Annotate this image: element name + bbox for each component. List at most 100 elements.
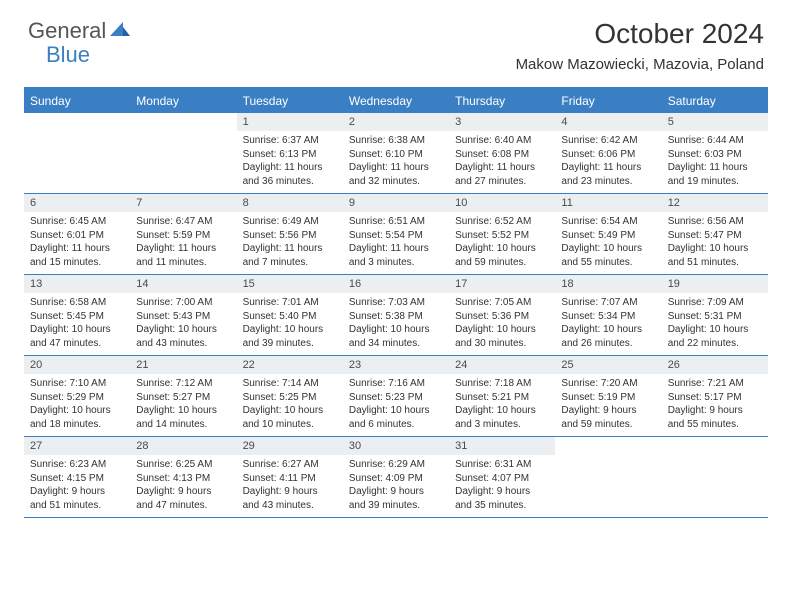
day-number: 7	[130, 194, 236, 212]
day-number: 4	[555, 113, 661, 131]
day-body: Sunrise: 6:52 AMSunset: 5:52 PMDaylight:…	[449, 212, 555, 274]
day-cell: 8Sunrise: 6:49 AMSunset: 5:56 PMDaylight…	[237, 194, 343, 274]
day-number: 23	[343, 356, 449, 374]
daylight-text: Daylight: 10 hours and 22 minutes.	[668, 323, 762, 350]
sunrise-text: Sunrise: 6:49 AM	[243, 215, 337, 229]
sunset-text: Sunset: 5:25 PM	[243, 391, 337, 405]
day-cell	[24, 113, 130, 193]
weekday-header: Tuesday	[237, 89, 343, 113]
day-number: 31	[449, 437, 555, 455]
day-cell	[130, 113, 236, 193]
sunrise-text: Sunrise: 6:45 AM	[30, 215, 124, 229]
sunrise-text: Sunrise: 7:07 AM	[561, 296, 655, 310]
sunset-text: Sunset: 5:56 PM	[243, 229, 337, 243]
sunrise-text: Sunrise: 6:23 AM	[30, 458, 124, 472]
daylight-text: Daylight: 9 hours and 35 minutes.	[455, 485, 549, 512]
weekday-header: Thursday	[449, 89, 555, 113]
weekday-header: Monday	[130, 89, 236, 113]
day-body: Sunrise: 6:38 AMSunset: 6:10 PMDaylight:…	[343, 131, 449, 193]
sunset-text: Sunset: 4:09 PM	[349, 472, 443, 486]
day-body: Sunrise: 7:10 AMSunset: 5:29 PMDaylight:…	[24, 374, 130, 436]
daylight-text: Daylight: 10 hours and 18 minutes.	[30, 404, 124, 431]
location-label: Makow Mazowiecki, Mazovia, Poland	[516, 56, 764, 73]
weekday-header: Wednesday	[343, 89, 449, 113]
day-body: Sunrise: 6:47 AMSunset: 5:59 PMDaylight:…	[130, 212, 236, 274]
day-cell: 26Sunrise: 7:21 AMSunset: 5:17 PMDayligh…	[662, 356, 768, 436]
daylight-text: Daylight: 11 hours and 23 minutes.	[561, 161, 655, 188]
sunset-text: Sunset: 5:59 PM	[136, 229, 230, 243]
sunset-text: Sunset: 5:45 PM	[30, 310, 124, 324]
sunrise-text: Sunrise: 6:56 AM	[668, 215, 762, 229]
day-cell: 1Sunrise: 6:37 AMSunset: 6:13 PMDaylight…	[237, 113, 343, 193]
day-body: Sunrise: 6:42 AMSunset: 6:06 PMDaylight:…	[555, 131, 661, 193]
day-number: 5	[662, 113, 768, 131]
day-cell: 22Sunrise: 7:14 AMSunset: 5:25 PMDayligh…	[237, 356, 343, 436]
sunrise-text: Sunrise: 6:38 AM	[349, 134, 443, 148]
sunrise-text: Sunrise: 6:29 AM	[349, 458, 443, 472]
day-cell	[662, 437, 768, 517]
daylight-text: Daylight: 9 hours and 51 minutes.	[30, 485, 124, 512]
day-body: Sunrise: 7:14 AMSunset: 5:25 PMDaylight:…	[237, 374, 343, 436]
day-body: Sunrise: 7:09 AMSunset: 5:31 PMDaylight:…	[662, 293, 768, 355]
sunrise-text: Sunrise: 6:25 AM	[136, 458, 230, 472]
daylight-text: Daylight: 10 hours and 26 minutes.	[561, 323, 655, 350]
weekday-header: Friday	[555, 89, 661, 113]
day-cell: 31Sunrise: 6:31 AMSunset: 4:07 PMDayligh…	[449, 437, 555, 517]
day-body: Sunrise: 6:49 AMSunset: 5:56 PMDaylight:…	[237, 212, 343, 274]
sunrise-text: Sunrise: 7:10 AM	[30, 377, 124, 391]
sunrise-text: Sunrise: 7:21 AM	[668, 377, 762, 391]
sunset-text: Sunset: 5:54 PM	[349, 229, 443, 243]
title-block: October 2024 Makow Mazowiecki, Mazovia, …	[516, 18, 764, 73]
week-row: 6Sunrise: 6:45 AMSunset: 6:01 PMDaylight…	[24, 194, 768, 275]
sunrise-text: Sunrise: 7:12 AM	[136, 377, 230, 391]
sunrise-text: Sunrise: 6:51 AM	[349, 215, 443, 229]
sunrise-text: Sunrise: 7:01 AM	[243, 296, 337, 310]
sunrise-text: Sunrise: 6:54 AM	[561, 215, 655, 229]
header: General Blue October 2024 Makow Mazowiec…	[0, 0, 792, 77]
logo: General Blue	[28, 18, 130, 44]
daylight-text: Daylight: 10 hours and 43 minutes.	[136, 323, 230, 350]
sunset-text: Sunset: 4:15 PM	[30, 472, 124, 486]
day-body: Sunrise: 6:58 AMSunset: 5:45 PMDaylight:…	[24, 293, 130, 355]
sunrise-text: Sunrise: 6:44 AM	[668, 134, 762, 148]
logo-text-general: General	[28, 18, 106, 44]
day-body: Sunrise: 6:37 AMSunset: 6:13 PMDaylight:…	[237, 131, 343, 193]
week-row: 13Sunrise: 6:58 AMSunset: 5:45 PMDayligh…	[24, 275, 768, 356]
day-number: 15	[237, 275, 343, 293]
day-number: 11	[555, 194, 661, 212]
day-cell: 2Sunrise: 6:38 AMSunset: 6:10 PMDaylight…	[343, 113, 449, 193]
day-number: 17	[449, 275, 555, 293]
day-body: Sunrise: 7:12 AMSunset: 5:27 PMDaylight:…	[130, 374, 236, 436]
logo-text-blue: Blue	[46, 42, 90, 68]
day-body: Sunrise: 6:51 AMSunset: 5:54 PMDaylight:…	[343, 212, 449, 274]
daylight-text: Daylight: 10 hours and 10 minutes.	[243, 404, 337, 431]
day-body: Sunrise: 7:07 AMSunset: 5:34 PMDaylight:…	[555, 293, 661, 355]
day-number: 14	[130, 275, 236, 293]
day-cell: 11Sunrise: 6:54 AMSunset: 5:49 PMDayligh…	[555, 194, 661, 274]
day-body: Sunrise: 6:45 AMSunset: 6:01 PMDaylight:…	[24, 212, 130, 274]
month-title: October 2024	[516, 18, 764, 50]
day-body: Sunrise: 6:40 AMSunset: 6:08 PMDaylight:…	[449, 131, 555, 193]
day-number: 25	[555, 356, 661, 374]
day-cell: 15Sunrise: 7:01 AMSunset: 5:40 PMDayligh…	[237, 275, 343, 355]
sunset-text: Sunset: 6:08 PM	[455, 148, 549, 162]
sunset-text: Sunset: 6:13 PM	[243, 148, 337, 162]
daylight-text: Daylight: 11 hours and 7 minutes.	[243, 242, 337, 269]
sunset-text: Sunset: 4:13 PM	[136, 472, 230, 486]
logo-triangle-icon	[110, 20, 130, 41]
day-number: 10	[449, 194, 555, 212]
day-body: Sunrise: 7:20 AMSunset: 5:19 PMDaylight:…	[555, 374, 661, 436]
week-row: 20Sunrise: 7:10 AMSunset: 5:29 PMDayligh…	[24, 356, 768, 437]
day-body: Sunrise: 7:18 AMSunset: 5:21 PMDaylight:…	[449, 374, 555, 436]
daylight-text: Daylight: 11 hours and 15 minutes.	[30, 242, 124, 269]
sunrise-text: Sunrise: 6:40 AM	[455, 134, 549, 148]
day-body: Sunrise: 7:00 AMSunset: 5:43 PMDaylight:…	[130, 293, 236, 355]
sunset-text: Sunset: 5:40 PM	[243, 310, 337, 324]
day-body: Sunrise: 6:25 AMSunset: 4:13 PMDaylight:…	[130, 455, 236, 517]
day-number: 30	[343, 437, 449, 455]
sunset-text: Sunset: 5:29 PM	[30, 391, 124, 405]
day-body: Sunrise: 6:54 AMSunset: 5:49 PMDaylight:…	[555, 212, 661, 274]
daylight-text: Daylight: 10 hours and 47 minutes.	[30, 323, 124, 350]
day-cell: 19Sunrise: 7:09 AMSunset: 5:31 PMDayligh…	[662, 275, 768, 355]
day-cell: 25Sunrise: 7:20 AMSunset: 5:19 PMDayligh…	[555, 356, 661, 436]
